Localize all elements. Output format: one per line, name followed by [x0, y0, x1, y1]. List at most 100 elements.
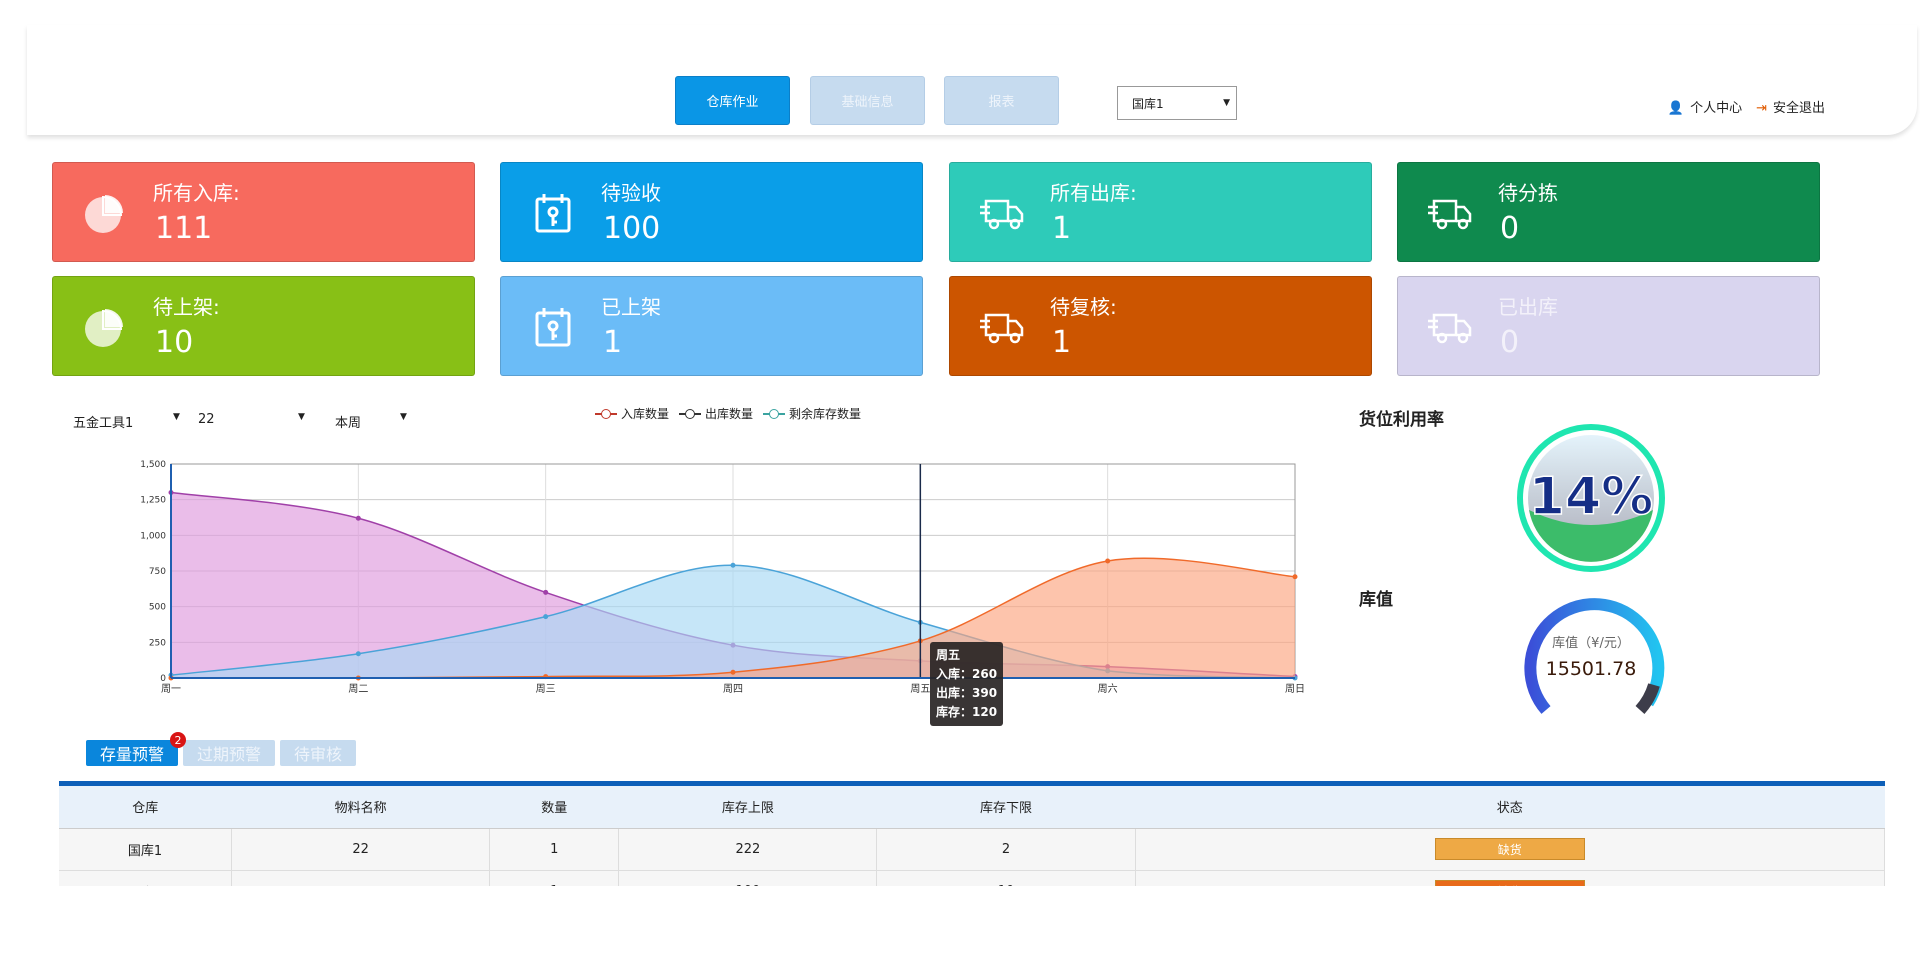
stock-value-gauge-label: 库值（¥/元）	[1552, 635, 1630, 651]
stock-value-gauge: 库值（¥/元） 15501.78	[1524, 598, 1665, 715]
legend-marker-icon	[595, 408, 617, 419]
data-point[interactable]	[1292, 574, 1298, 580]
table-row: 国库1 22 1 222 2 缺货	[59, 827, 1885, 871]
utilization-gauge: 14%	[1517, 424, 1665, 572]
category-select[interactable]: 五金工具1 ▼	[73, 412, 198, 431]
utilization-value: 14%	[1529, 467, 1653, 527]
nav-reports-button[interactable]: 报表	[944, 76, 1059, 125]
logout-link[interactable]: ⇥ 安全退出	[1756, 97, 1825, 116]
user-center-label: 个人中心	[1690, 101, 1743, 116]
table-cell: 螺丝钉	[231, 869, 491, 886]
legend-item[interactable]: 剩余库存数量	[763, 405, 861, 422]
y-tick-label: 0	[160, 674, 166, 684]
card-pending-inspection[interactable]: 待验收 100	[500, 162, 923, 262]
nav-basic-info-button[interactable]: 基础信息	[810, 76, 925, 125]
utilization-label: 货位利用率	[1359, 410, 1444, 430]
calendar-key-icon	[529, 189, 577, 237]
status-badge[interactable]: 缺货	[1434, 838, 1585, 860]
category-select-value: 五金工具1	[73, 416, 134, 431]
card-shelved[interactable]: 已上架 1	[500, 276, 923, 376]
table-cell: 222	[618, 827, 878, 871]
truck-icon	[1426, 189, 1474, 237]
card-title: 待分拣	[1498, 181, 1558, 205]
tab-stock-warning[interactable]: 存量预警 2	[86, 732, 187, 766]
pie-chart-icon	[81, 189, 129, 237]
x-tick-label: 周三	[536, 683, 556, 695]
data-point[interactable]	[1105, 558, 1111, 564]
card-title: 待复核:	[1050, 295, 1117, 319]
logout-icon: ⇥	[1756, 101, 1767, 116]
fill-wave	[1529, 510, 1653, 562]
card-value: 10	[155, 325, 194, 360]
series-area	[171, 492, 1295, 678]
chevron-down-icon: ▼	[1223, 98, 1230, 108]
data-point[interactable]	[730, 669, 736, 675]
count-badge: 2	[170, 732, 187, 748]
card-value: 0	[1500, 325, 1520, 360]
truck-icon	[978, 189, 1026, 237]
card-all-outbound[interactable]: 所有出库: 1	[949, 162, 1372, 262]
table-cell: 国库1	[59, 869, 233, 886]
data-point[interactable]	[355, 515, 361, 521]
tab-label: 存量预警	[100, 745, 165, 764]
card-shipped[interactable]: 已出库 0	[1397, 276, 1820, 376]
card-pending-recheck[interactable]: 待复核: 1	[949, 276, 1372, 376]
logout-label: 安全退出	[1772, 101, 1825, 116]
warehouse-select-value: 国库1	[1132, 96, 1164, 111]
tab-label: 过期预警	[197, 745, 262, 764]
card-value: 1	[1052, 211, 1072, 246]
data-point[interactable]	[543, 614, 549, 620]
card-title: 已上架	[601, 295, 661, 319]
table-cell: 100	[618, 869, 878, 886]
tab-pending-review[interactable]: 待审核	[280, 740, 357, 766]
warehouse-select[interactable]: 国库1 ▼	[1117, 86, 1237, 120]
card-value: 111	[155, 211, 213, 246]
y-tick-label: 1,000	[140, 531, 166, 541]
tooltip-line: 出库：390	[936, 686, 998, 700]
card-pending-sorting[interactable]: 待分拣 0	[1397, 162, 1820, 262]
chevron-down-icon: ▼	[173, 412, 180, 422]
card-value: 1	[603, 325, 623, 360]
column-header: 数量	[489, 786, 619, 829]
table-row: 国库1螺丝钉110010 缺货	[59, 869, 1885, 886]
card-pending-shelving[interactable]: 待上架: 10	[52, 276, 475, 376]
data-point[interactable]	[543, 589, 549, 595]
y-tick-label: 1,500	[140, 460, 166, 470]
legend-marker-icon	[763, 408, 786, 419]
pie-chart-icon	[81, 303, 129, 351]
column-header: 库存下限	[876, 786, 1136, 829]
table-cell: 缺货	[1134, 869, 1885, 886]
period-select[interactable]: 本周 ▼	[335, 412, 415, 431]
x-tick-label: 周日	[1285, 683, 1305, 695]
legend-label: 入库数量	[621, 407, 670, 421]
period-select-value: 本周	[335, 416, 362, 431]
calendar-key-icon	[529, 303, 577, 351]
legend-marker-icon	[679, 408, 702, 419]
truck-icon	[1426, 303, 1474, 351]
chart-tooltip: 周五 入库：260 出库：390 库存：120	[930, 642, 1004, 726]
user-center-link[interactable]: 👤 个人中心	[1668, 97, 1742, 116]
nav-warehouse-ops-button[interactable]: 仓库作业	[675, 76, 790, 125]
chevron-down-icon: ▼	[400, 412, 407, 422]
x-tick-label: 周一	[161, 683, 181, 695]
data-point[interactable]	[355, 651, 361, 657]
data-point[interactable]	[730, 562, 736, 568]
legend-label: 剩余库存数量	[789, 407, 862, 421]
series-area	[171, 558, 1295, 678]
material-select[interactable]: 22 ▼	[198, 412, 335, 431]
stock-value-label: 库值	[1359, 590, 1393, 610]
card-title: 已出库	[1498, 295, 1558, 319]
y-tick-label: 250	[149, 638, 166, 648]
card-all-inbound[interactable]: 所有入库: 111	[52, 162, 475, 262]
legend-item[interactable]: 出库数量	[679, 405, 753, 422]
tab-expiry-warning[interactable]: 过期预警	[183, 740, 276, 766]
chevron-down-icon: ▼	[298, 412, 305, 422]
card-title: 待验收	[601, 181, 661, 205]
card-title: 待上架:	[153, 295, 220, 319]
truck-icon	[978, 303, 1026, 351]
tab-label: 待审核	[294, 745, 343, 764]
legend-item[interactable]: 入库数量	[595, 405, 669, 422]
status-badge[interactable]: 缺货	[1434, 880, 1585, 886]
column-header: 库存上限	[618, 786, 877, 829]
